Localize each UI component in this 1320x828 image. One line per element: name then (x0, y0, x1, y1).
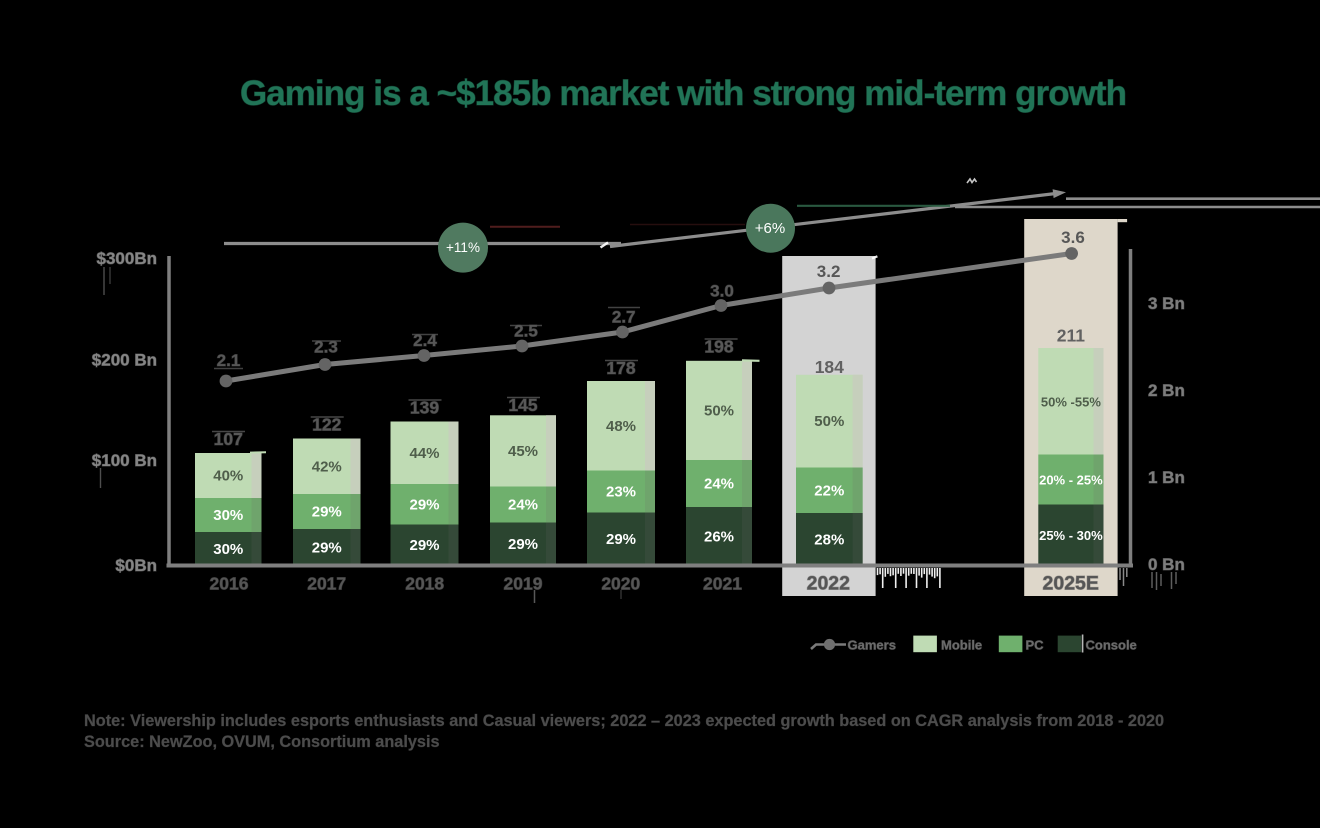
svg-text:2021: 2021 (703, 574, 742, 594)
svg-text:25% - 30%: 25% - 30% (1039, 528, 1103, 543)
svg-text:178: 178 (606, 358, 635, 378)
svg-text:29%: 29% (508, 536, 538, 553)
svg-text:29%: 29% (409, 496, 439, 513)
svg-text:Console: Console (1086, 638, 1137, 653)
svg-text:2.7: 2.7 (612, 308, 636, 327)
svg-text:Note: Viewership includes espo: Note: Viewership includes esports enthus… (84, 712, 1164, 730)
svg-text:29%: 29% (312, 539, 342, 556)
svg-text:PC: PC (1026, 638, 1045, 653)
svg-text:28%: 28% (814, 531, 844, 548)
svg-text:$0Bn: $0Bn (115, 556, 157, 575)
svg-text:1 Bn: 1 Bn (1148, 468, 1185, 487)
svg-text:50% -55%: 50% -55% (1041, 394, 1101, 409)
svg-text:2016: 2016 (210, 574, 249, 594)
svg-text:107: 107 (214, 429, 243, 449)
svg-text:2018: 2018 (405, 574, 444, 594)
svg-text:2022: 2022 (807, 573, 851, 595)
svg-text:48%: 48% (606, 418, 636, 435)
svg-text:29%: 29% (312, 504, 342, 521)
svg-text:2.1: 2.1 (217, 351, 241, 370)
svg-text:3 Bn: 3 Bn (1148, 294, 1185, 313)
svg-text:2025E: 2025E (1043, 573, 1099, 595)
svg-text:24%: 24% (704, 476, 734, 493)
svg-text:30%: 30% (213, 541, 243, 558)
svg-text:3.2: 3.2 (817, 262, 841, 281)
svg-text:50%: 50% (704, 402, 734, 419)
svg-text:20% - 25%: 20% - 25% (1039, 473, 1103, 488)
svg-text:44%: 44% (409, 445, 439, 462)
svg-text:Gamers: Gamers (848, 638, 896, 653)
svg-text:139: 139 (410, 398, 439, 418)
svg-text:$100 Bn: $100 Bn (92, 451, 157, 470)
svg-text:Gaming is a ~$185b market with: Gaming is a ~$185b market with strong mi… (240, 74, 1126, 113)
svg-text:2020: 2020 (601, 574, 640, 594)
svg-text:26%: 26% (704, 528, 734, 545)
svg-text:30%: 30% (213, 507, 243, 524)
svg-text:24%: 24% (508, 497, 538, 514)
svg-text:40%: 40% (213, 468, 243, 485)
svg-text:145: 145 (508, 395, 537, 415)
svg-text:+11%: +11% (446, 240, 480, 255)
svg-text:211: 211 (1057, 326, 1085, 346)
svg-text:184: 184 (815, 357, 844, 377)
svg-text:45%: 45% (508, 443, 538, 460)
svg-text:29%: 29% (409, 537, 439, 554)
svg-text:198: 198 (704, 337, 733, 357)
svg-text:$300Bn: $300Bn (97, 249, 157, 268)
svg-text:2 Bn: 2 Bn (1148, 381, 1185, 400)
svg-text:122: 122 (312, 415, 341, 435)
svg-text:23%: 23% (606, 484, 636, 501)
svg-text:3.6: 3.6 (1061, 228, 1085, 247)
svg-text:3.0: 3.0 (710, 282, 734, 301)
svg-text:50%: 50% (814, 413, 844, 430)
svg-text:0 Bn: 0 Bn (1148, 555, 1185, 574)
svg-text:2017: 2017 (307, 574, 346, 594)
svg-text:$200 Bn: $200 Bn (92, 351, 157, 370)
svg-text:+6%: +6% (755, 220, 785, 237)
svg-text:2.3: 2.3 (314, 338, 338, 357)
svg-text:2.5: 2.5 (514, 322, 538, 341)
svg-text:2.4: 2.4 (413, 331, 437, 350)
svg-text:22%: 22% (814, 482, 844, 499)
svg-text:2019: 2019 (504, 574, 543, 594)
svg-text:Source: NewZoo, OVUM, Consorti: Source: NewZoo, OVUM, Consortium analysi… (84, 733, 440, 751)
svg-text:Mobile: Mobile (941, 638, 982, 653)
svg-text:29%: 29% (606, 531, 636, 548)
svg-text:42%: 42% (312, 458, 342, 475)
